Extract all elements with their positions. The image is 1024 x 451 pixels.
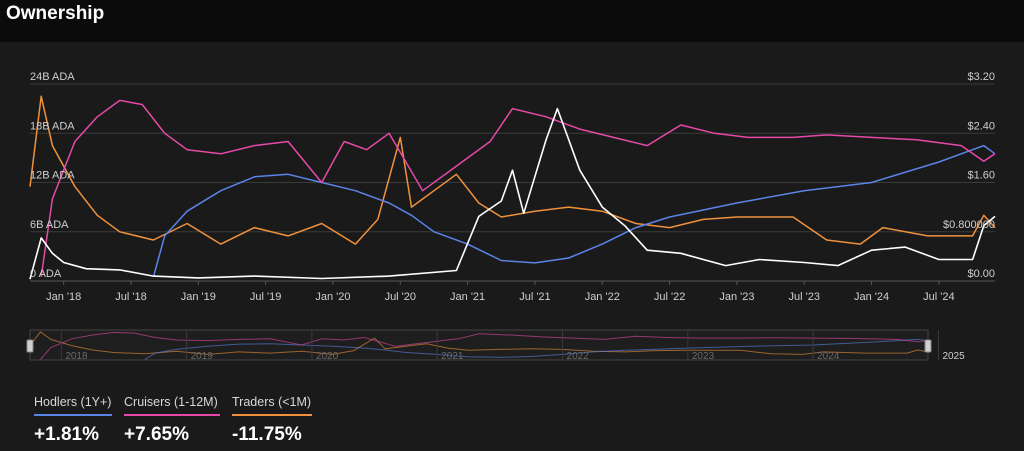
- legend-swatch-cruisers: [124, 414, 220, 416]
- legend-item-cruisers[interactable]: Cruisers (1-12M) +7.65%: [124, 395, 220, 446]
- legend-label-traders: Traders (<1M): [232, 395, 312, 409]
- right-axis-tick-label: $1.60: [967, 170, 995, 182]
- x-axis-tick-label: Jul '22: [654, 291, 685, 303]
- x-axis-tick-label: Jul '19: [250, 291, 281, 303]
- legend-change-cruisers: +7.65%: [124, 424, 189, 445]
- series-layer: [29, 95, 996, 280]
- x-axis-tick-label: Jul '24: [923, 291, 954, 303]
- navigator-right-handle[interactable]: [924, 339, 932, 353]
- legend-item-traders[interactable]: Traders (<1M) -11.75%: [232, 395, 312, 446]
- legend-change-hodlers: +1.81%: [34, 424, 99, 445]
- series-line-traders-1m: [29, 95, 996, 245]
- left-axis-tick-label: 24B ADA: [30, 71, 75, 83]
- navigator-left-handle[interactable]: [26, 339, 34, 353]
- x-axis-tick-label: Jan '24: [854, 291, 889, 303]
- axis-labels: 0 ADA 6B ADA 12B ADA 18B ADA 24B ADA $0.00 $0.…: [30, 71, 995, 303]
- x-axis-tick-label: Jul '21: [519, 291, 550, 303]
- navigator-year-label: 2020: [316, 351, 339, 362]
- legend-swatch-traders: [232, 414, 312, 416]
- legend-swatch-hodlers: [34, 414, 112, 416]
- x-axis-tick-label: Jan '18: [46, 291, 81, 303]
- left-axis-tick-label: 6B ADA: [30, 219, 69, 231]
- legend-item-hodlers[interactable]: Hodlers (1Y+) +1.81%: [34, 395, 112, 446]
- navigator-series-line: [29, 331, 929, 355]
- left-axis-tick-label: 18B ADA: [30, 120, 75, 132]
- x-axis-tick-label: Jan '21: [450, 291, 485, 303]
- legend-label-cruisers: Cruisers (1-12M): [124, 395, 218, 409]
- navigator-year-label: 2021: [441, 351, 464, 362]
- right-axis-tick-label: $3.20: [967, 71, 995, 83]
- gridlines: [30, 83, 995, 285]
- range-navigator[interactable]: 2018 2019 2020 2021 2022 2023 2024 2025: [26, 329, 965, 362]
- series-line-cruisers-1-12m: [40, 99, 996, 278]
- navigator-year-label: 2024: [817, 351, 840, 362]
- navigator-series-line: [40, 331, 929, 360]
- x-axis-tick-label: Jul '20: [385, 291, 416, 303]
- right-axis-tick-label: $0.800000: [943, 219, 995, 231]
- x-axis-tick-label: Jan '19: [181, 291, 216, 303]
- navigator-series-line: [144, 338, 929, 360]
- x-axis-tick-label: Jul '18: [115, 291, 146, 303]
- x-axis-tick-label: Jul '23: [789, 291, 820, 303]
- legend-change-traders: -11.75%: [232, 424, 302, 445]
- navigator-year-label: 2025: [942, 351, 965, 362]
- legend-label-hodlers: Hodlers (1Y+): [34, 395, 112, 409]
- navigator-year-label: 2018: [65, 351, 88, 362]
- navigator-year-label: 2019: [191, 351, 214, 362]
- navigator-year-label: 2022: [567, 351, 590, 362]
- right-axis-tick-label: $0.00: [967, 268, 995, 280]
- x-axis-tick-label: Jan '23: [719, 291, 754, 303]
- left-axis-tick-label: 12B ADA: [30, 170, 75, 182]
- navigator-year-label: 2023: [692, 351, 715, 362]
- right-axis-tick-label: $2.40: [967, 120, 995, 132]
- header-bar: Ownership: [0, 0, 1024, 42]
- x-axis-tick-label: Jan '20: [315, 291, 350, 303]
- page-title: Ownership: [6, 3, 105, 24]
- navigator-frame: [29, 329, 929, 361]
- x-axis-tick-label: Jan '22: [585, 291, 620, 303]
- series-line-hodlers-1y: [152, 144, 996, 278]
- left-axis-tick-label: 0 ADA: [30, 268, 62, 280]
- series-line-ada-price: [29, 107, 996, 280]
